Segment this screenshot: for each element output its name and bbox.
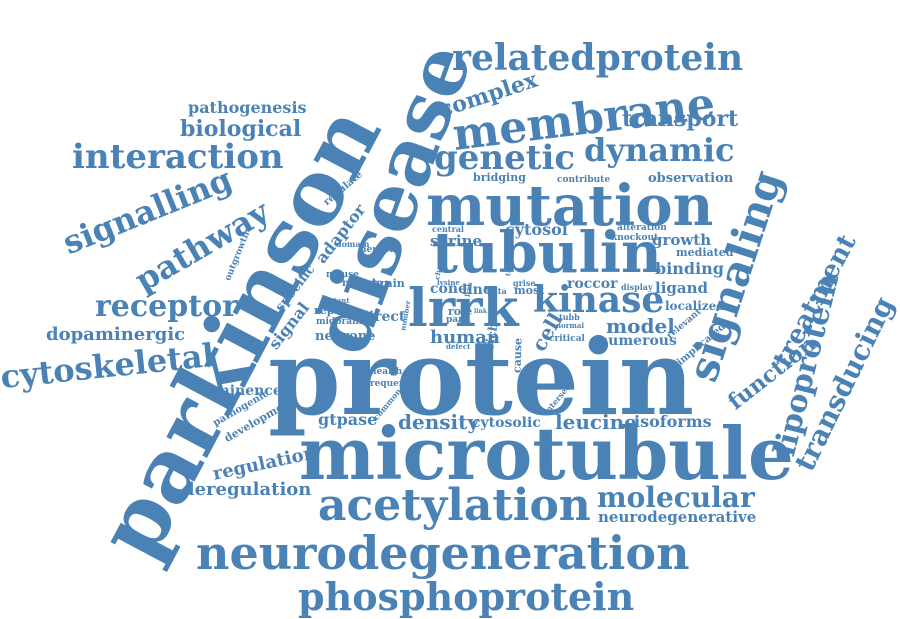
word-contribute: contribute bbox=[557, 175, 611, 185]
word-density: density bbox=[398, 410, 479, 434]
word-dynamic: dynamic bbox=[584, 131, 735, 169]
word-neurone: neurone bbox=[315, 329, 376, 344]
word-genetic: genetic bbox=[434, 138, 576, 178]
word-mutation: mutation bbox=[426, 173, 714, 239]
word-cause: cause bbox=[510, 337, 525, 374]
word-acetylation: acetylation bbox=[318, 480, 591, 531]
word-loss: loss bbox=[458, 320, 472, 327]
word-ligand: ligand bbox=[655, 279, 708, 297]
word-health: health bbox=[370, 367, 403, 377]
word-data: data bbox=[487, 286, 507, 296]
word-biological: biological bbox=[180, 116, 302, 142]
word-interaction: interaction bbox=[72, 137, 284, 177]
word-repeat: repeat bbox=[314, 304, 354, 317]
word-line: line bbox=[462, 282, 492, 298]
word-relatedprotein: relatedprotein bbox=[452, 37, 744, 79]
word-defect: defect bbox=[446, 342, 471, 351]
word-neurodegeneration: neurodegeneration bbox=[196, 526, 690, 580]
word-direct: direct bbox=[359, 309, 406, 325]
word-display: display bbox=[621, 282, 653, 292]
word-midbrain: midbrain bbox=[316, 317, 363, 327]
word-most: most bbox=[514, 284, 545, 297]
word-deregulation: deregulation bbox=[182, 479, 312, 500]
word-lrrk-small: lrrk bbox=[462, 281, 475, 298]
word-receptor: receptor bbox=[95, 289, 238, 324]
word-grise: grise bbox=[513, 278, 536, 288]
word-park: park bbox=[446, 315, 470, 325]
word-gtpase: gtpase bbox=[318, 410, 378, 429]
word-binding: binding bbox=[655, 259, 724, 278]
word-dopaminergic: dopaminergic bbox=[46, 324, 186, 345]
word-tubulin: tubulin bbox=[432, 220, 662, 286]
word-microtubule: microtubule bbox=[299, 411, 794, 496]
word-alteration: alteration bbox=[617, 223, 667, 233]
word-cytosol: cytosol bbox=[505, 220, 568, 239]
word-bridging: bridging bbox=[473, 171, 526, 184]
word-molecular: molecular bbox=[597, 481, 755, 514]
word-critical: critical bbox=[549, 334, 585, 344]
word-mature: mature bbox=[342, 278, 383, 289]
word-normal: normal bbox=[556, 321, 585, 330]
word-cytosolic: cytosolic bbox=[472, 415, 541, 431]
word-localized: localized bbox=[665, 299, 725, 313]
word-brain: brain bbox=[372, 277, 405, 290]
word-serine: serine bbox=[430, 232, 483, 250]
word-neurodegenerative: neurodegenerative bbox=[598, 508, 757, 526]
word-pathogenesis: pathogenesis bbox=[188, 98, 307, 117]
word-domain: domain bbox=[336, 239, 370, 249]
word-observation: observation bbox=[648, 171, 734, 186]
word-link: link bbox=[474, 308, 488, 315]
word-roccor: roccor bbox=[567, 276, 618, 292]
word-frequent: frequent bbox=[366, 379, 410, 389]
word-mediated: mediated bbox=[676, 246, 734, 259]
word-central: central bbox=[432, 224, 464, 234]
word-numerous: numerous bbox=[598, 333, 677, 349]
word-leucine: leucine bbox=[555, 410, 637, 434]
word-role: role bbox=[448, 305, 473, 318]
word-growth: growth bbox=[652, 231, 712, 249]
word-human: human bbox=[430, 327, 500, 348]
word-tubb: tubb bbox=[559, 312, 580, 322]
word-mutant: mutant bbox=[321, 296, 350, 305]
word-protein: protein bbox=[268, 316, 695, 439]
word-kinase: kinase bbox=[533, 279, 665, 321]
word-cone: cone bbox=[430, 281, 467, 297]
word-knockout: knockout bbox=[611, 233, 659, 243]
word-model: model bbox=[606, 314, 675, 338]
word-neuron: neuron bbox=[360, 245, 397, 255]
word-transport: transport bbox=[622, 106, 739, 132]
word-mouse: mouse bbox=[326, 270, 359, 280]
word-isoforms: isoforms bbox=[634, 412, 712, 431]
word-lysine: lysine bbox=[437, 278, 460, 287]
word-lrrk: lrrk bbox=[408, 278, 519, 339]
word-eminence: éminence bbox=[206, 383, 282, 399]
word-phosphoprotein: phosphoprotein bbox=[298, 574, 635, 619]
